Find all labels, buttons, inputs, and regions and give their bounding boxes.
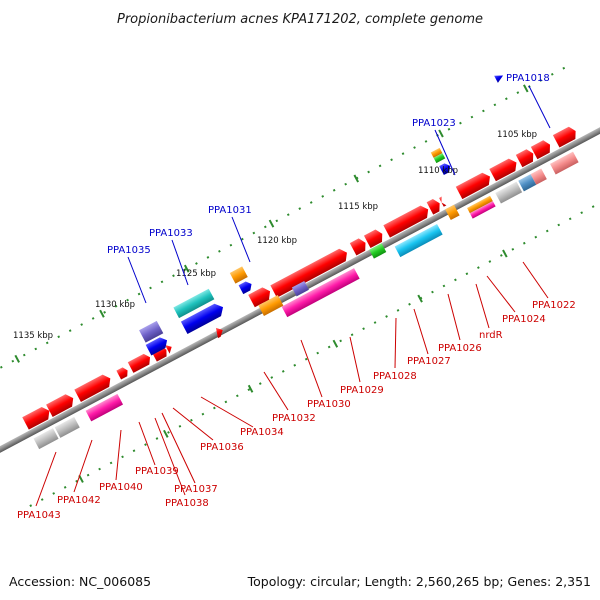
gene-feature[interactable] bbox=[439, 161, 453, 176]
forward-strand-genes bbox=[22, 125, 579, 430]
gene-feature[interactable] bbox=[291, 280, 309, 297]
gene-feature[interactable] bbox=[467, 195, 493, 214]
gene-feature[interactable] bbox=[394, 223, 443, 258]
gene-label[interactable]: PPA1032 bbox=[272, 413, 316, 424]
genome-track bbox=[0, 65, 600, 508]
gene-label[interactable]: PPA1029 bbox=[340, 385, 384, 396]
gene-feature[interactable] bbox=[173, 288, 215, 319]
gene-label[interactable]: PPA1038 bbox=[165, 498, 209, 509]
gene-label[interactable]: PPA1024 bbox=[502, 314, 546, 325]
gene-feature[interactable] bbox=[383, 203, 431, 238]
gene-label[interactable]: nrdR bbox=[479, 330, 503, 341]
gene-label[interactable]: PPA1035 bbox=[107, 245, 151, 256]
scale-label: 1115 kbp bbox=[338, 202, 378, 212]
gene-feature[interactable] bbox=[22, 405, 52, 430]
bottom-gene-labels: PPA1022 PPA1024 nrdR PPA1026 PPA1027 PPA… bbox=[17, 261, 576, 521]
gene-label[interactable]: PPA1043 bbox=[17, 510, 61, 521]
gene-feature[interactable] bbox=[369, 243, 387, 259]
gene-feature[interactable] bbox=[54, 416, 80, 438]
gene-label[interactable]: PPA1018 bbox=[506, 73, 550, 84]
gene-label[interactable]: PPA1030 bbox=[307, 399, 351, 410]
gene-label[interactable]: PPA1036 bbox=[200, 442, 244, 453]
gene-feature[interactable] bbox=[258, 295, 284, 316]
gene-feature[interactable] bbox=[495, 181, 523, 204]
gene-feature[interactable] bbox=[229, 266, 248, 284]
gene-feature[interactable] bbox=[46, 392, 76, 417]
gene-feature[interactable] bbox=[515, 147, 537, 168]
gene-feature[interactable] bbox=[552, 125, 579, 148]
gene-feature[interactable] bbox=[455, 170, 493, 200]
gene-feature[interactable] bbox=[248, 285, 273, 308]
gene-feature[interactable] bbox=[116, 366, 130, 380]
gene-feature[interactable] bbox=[180, 301, 226, 334]
gene-feature[interactable] bbox=[530, 168, 547, 185]
gene-label[interactable]: PPA1034 bbox=[240, 427, 284, 438]
scale-label: 1135 kbp bbox=[13, 331, 53, 341]
gene-feature[interactable] bbox=[74, 372, 113, 402]
gene-feature[interactable] bbox=[238, 280, 254, 295]
gene-feature[interactable] bbox=[518, 174, 537, 192]
scale-labels: 1105 kbp 1110 kbp 1115 kbp 1120 kbp 1125… bbox=[13, 130, 537, 341]
gene-feature[interactable] bbox=[85, 393, 124, 422]
reverse-strand-genes bbox=[33, 151, 579, 450]
gene-feature[interactable] bbox=[164, 342, 174, 354]
gene-label[interactable]: PPA1042 bbox=[57, 495, 101, 506]
gene-feature[interactable] bbox=[213, 326, 225, 339]
gene-feature[interactable] bbox=[494, 72, 505, 83]
gene-feature[interactable] bbox=[33, 428, 59, 450]
scale-label: 1125 kbp bbox=[176, 269, 216, 279]
gene-feature[interactable] bbox=[270, 246, 350, 298]
scale-label: 1105 kbp bbox=[497, 130, 537, 140]
scale-label: 1130 kbp bbox=[95, 300, 135, 310]
gene-label[interactable]: PPA1037 bbox=[174, 484, 218, 495]
gene-feature[interactable] bbox=[349, 237, 369, 256]
gene-label[interactable]: PPA1026 bbox=[438, 343, 482, 354]
gene-feature[interactable] bbox=[469, 201, 496, 219]
gene-feature[interactable] bbox=[281, 268, 360, 318]
gene-label[interactable]: PPA1040 bbox=[99, 482, 143, 493]
gene-feature[interactable] bbox=[139, 320, 164, 343]
major-ticks-outer bbox=[14, 84, 529, 363]
gene-label[interactable]: PPA1033 bbox=[149, 228, 193, 239]
scale-label: 1120 kbp bbox=[257, 236, 297, 246]
gene-label[interactable]: PPA1031 bbox=[208, 205, 252, 216]
gene-feature[interactable] bbox=[127, 352, 153, 373]
gene-feature[interactable] bbox=[363, 228, 386, 248]
gene-label[interactable]: PPA1023 bbox=[412, 118, 456, 129]
topology-text: Topology: circular; Length: 2,560,265 bp… bbox=[247, 574, 591, 589]
gene-feature[interactable] bbox=[430, 147, 443, 158]
gene-feature[interactable] bbox=[439, 196, 447, 207]
accession-text: Accession: NC_006085 bbox=[9, 574, 151, 589]
gene-feature[interactable] bbox=[489, 156, 519, 182]
outer-features bbox=[139, 72, 505, 356]
gene-feature[interactable] bbox=[530, 138, 553, 160]
gene-feature[interactable] bbox=[445, 204, 460, 221]
gene-label[interactable]: PPA1028 bbox=[373, 371, 417, 382]
gene-label[interactable]: PPA1039 bbox=[135, 466, 179, 477]
top-gene-labels: PPA1018 PPA1023 PPA1031 PPA1033 PPA1035 bbox=[107, 73, 551, 304]
scale-label: 1110 kbp bbox=[418, 166, 458, 176]
inner-tick-track bbox=[29, 186, 600, 508]
gene-feature[interactable] bbox=[145, 335, 170, 356]
gene-feature[interactable] bbox=[433, 153, 446, 164]
gene-feature[interactable] bbox=[550, 151, 579, 175]
gene-label[interactable]: PPA1027 bbox=[407, 356, 451, 367]
gene-feature[interactable] bbox=[426, 197, 443, 215]
gene-label[interactable]: PPA1022 bbox=[532, 300, 576, 311]
major-ticks-inner bbox=[78, 249, 508, 483]
map-title: Propionibacterium acnes KPA171202, compl… bbox=[117, 12, 483, 27]
